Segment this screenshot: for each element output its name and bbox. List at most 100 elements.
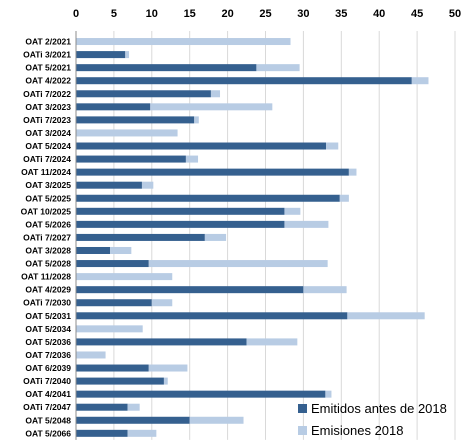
x-tick-label-5: 5: [111, 8, 117, 20]
x-tick-label-50: 50: [449, 8, 461, 20]
x-tick-label-35: 35: [335, 8, 347, 20]
x-tick-label-0: 0: [73, 8, 79, 20]
bar-emitidos-26: [76, 377, 164, 385]
category-label: OAT 5/2066: [25, 428, 71, 438]
category-label: OAT 5/2026: [25, 219, 71, 229]
category-label: OAT 4/2029: [25, 285, 71, 295]
bar-emisiones-11: [141, 181, 154, 189]
bar-emisiones-20: [151, 299, 173, 307]
bar-emisiones-14: [284, 220, 329, 228]
bar-emisiones-30: [127, 429, 157, 437]
x-tick-label-20: 20: [221, 8, 233, 20]
x-tick-label-10: 10: [146, 8, 158, 20]
category-label: OATi 3/2021: [23, 50, 71, 60]
bar-emisiones-15: [204, 233, 227, 241]
category-label: OAT 5/2031: [25, 311, 71, 321]
bar-emisiones-27: [325, 390, 332, 398]
bar-emitidos-11: [76, 181, 142, 189]
bar-emitidos-4: [76, 90, 211, 98]
bar-emitidos-27: [76, 390, 326, 398]
bar-emitidos-9: [76, 155, 186, 163]
bar-emisiones-8: [326, 142, 339, 150]
legend-swatch-emisiones: [298, 426, 307, 435]
gridlines: [75, 31, 456, 440]
bar-emisiones-0: [76, 38, 291, 46]
bar-emisiones-26: [163, 377, 168, 385]
category-label: OAT 4/2041: [25, 389, 71, 399]
bar-emitidos-6: [76, 116, 195, 124]
category-label: OATi 7/2040: [23, 376, 71, 386]
bar-emisiones-16: [110, 246, 132, 254]
x-tick-label-45: 45: [411, 8, 423, 20]
legend-label-emitidos: Emitidos antes de 2018: [311, 401, 447, 416]
bar-emitidos-30: [76, 429, 128, 437]
bar-emitidos-15: [76, 233, 205, 241]
x-tick-label-30: 30: [297, 8, 309, 20]
bar-emitidos-1: [76, 51, 126, 59]
bar-emisiones-10: [348, 168, 357, 176]
bar-emisiones-9: [185, 155, 199, 163]
category-label: OAT 5/2024: [25, 141, 71, 151]
bar-emisiones-17: [148, 260, 328, 268]
bar-emisiones-4: [210, 90, 221, 98]
bar-emitidos-29: [76, 416, 190, 424]
category-label: OAT 10/2025: [21, 206, 72, 216]
category-label: OAT 4/2022: [25, 76, 71, 86]
category-label: OAT 5/2025: [25, 193, 71, 203]
category-label: OATi 7/2023: [23, 115, 71, 125]
category-label: OAT 5/2028: [25, 259, 71, 269]
category-label: OAT 5/2034: [25, 324, 71, 334]
bar-emitidos-13: [76, 207, 285, 215]
category-label: OATi 7/2022: [23, 89, 71, 99]
bar-emitidos-12: [76, 194, 340, 202]
bar-emitidos-17: [76, 260, 149, 268]
category-label: OAT 3/2024: [25, 128, 71, 138]
bar-emisiones-7: [76, 129, 178, 137]
category-label: OAT 7/2036: [25, 350, 71, 360]
bar-emisiones-24: [76, 351, 106, 359]
bar-emisiones-13: [284, 207, 301, 215]
legend-swatch-emitidos: [298, 404, 307, 413]
bar-emisiones-22: [76, 325, 143, 333]
bar-emisiones-6: [194, 116, 199, 124]
bar-emitidos-16: [76, 246, 111, 254]
category-label: OAT 5/2036: [25, 337, 71, 347]
legend-label-emisiones: Emisiones 2018: [311, 423, 404, 438]
x-tick-label-25: 25: [259, 8, 271, 20]
category-label: OATi 7/2047: [23, 402, 71, 412]
category-label: OAT 6/2039: [25, 363, 71, 373]
category-label: OAT 11/2028: [21, 272, 71, 282]
bar-emisiones-19: [303, 286, 347, 294]
bar-emitidos-25: [76, 364, 149, 372]
bar-emitidos-28: [76, 403, 128, 411]
category-label: OAT 2/2021: [25, 37, 71, 47]
bar-emisiones-3: [411, 77, 429, 85]
bar-emitidos-19: [76, 286, 304, 294]
bar-emitidos-21: [76, 312, 348, 320]
category-label: OAT 5/2048: [25, 415, 71, 425]
bar-emitidos-14: [76, 220, 285, 228]
bar-emitidos-5: [76, 103, 151, 111]
legend: Emitidos antes de 2018 Emisiones 2018: [298, 401, 447, 438]
bar-emisiones-18: [76, 273, 173, 281]
bar-emisiones-12: [339, 194, 349, 202]
category-label: OAT 5/2021: [25, 63, 71, 73]
category-labels: OAT 2/2021 OATi 3/2021 OAT 5/2021 OAT 4/202…: [21, 37, 72, 439]
bar-emisiones-5: [150, 103, 273, 111]
bar-emitidos-23: [76, 338, 247, 346]
bar-emitidos-10: [76, 168, 349, 176]
bar-emisiones-25: [148, 364, 188, 372]
bars: [76, 38, 429, 437]
category-label: OATi 7/2024: [23, 154, 71, 164]
category-label: OAT 3/2025: [25, 180, 71, 190]
category-label: OAT 3/2023: [25, 102, 71, 112]
bar-emisiones-28: [127, 403, 140, 411]
x-tick-label-40: 40: [373, 8, 385, 20]
bar-emitidos-3: [76, 77, 412, 85]
bar-emisiones-23: [246, 338, 298, 346]
x-tick-label-15: 15: [184, 8, 196, 20]
x-axis-tick-labels: 0 5 10 15 20 25 30 35 40 45 50: [73, 8, 461, 20]
bar-emitidos-20: [76, 299, 152, 307]
bar-emisiones-29: [189, 416, 244, 424]
